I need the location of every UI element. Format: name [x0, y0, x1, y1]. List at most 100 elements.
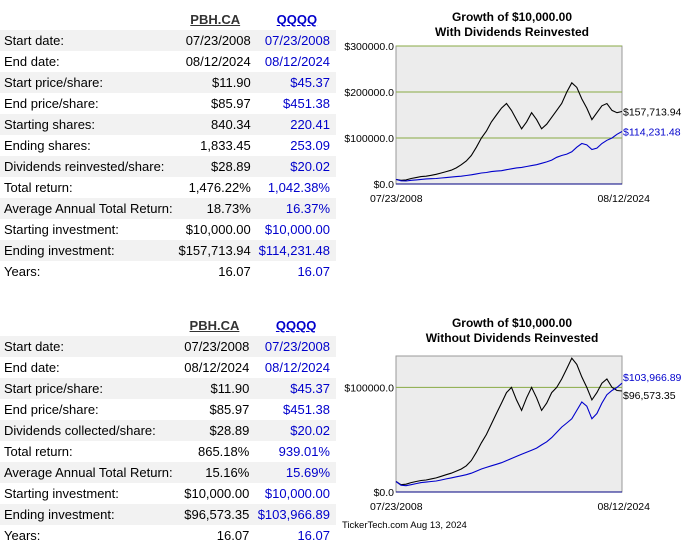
chart-subtitle: With Dividends Reinvested: [435, 25, 589, 39]
chart-subtitle: Without Dividends Reinvested: [425, 331, 599, 345]
y-tick-label: $300000.0: [344, 41, 394, 53]
plot-area: [395, 45, 623, 185]
pbh-value: $10,000.00: [185, 222, 251, 237]
series-line-pbh: [395, 81, 623, 181]
series-line-pbh: [395, 357, 623, 486]
row-label: Start price/share:: [0, 378, 173, 399]
series-end-label: $157,713.94: [623, 106, 682, 118]
ticker-header-pbh[interactable]: PBH.CA: [190, 11, 241, 27]
x-tick-start: 07/23/2008: [370, 501, 423, 513]
row-label: Start date:: [0, 336, 173, 357]
pbh-value: 840.34: [172, 114, 254, 135]
table-row: Start date: 07/23/2008 07/23/2008: [0, 336, 336, 357]
row-label: Years:: [4, 528, 41, 543]
table-row: Ending shares: 1,833.45 253.09: [0, 135, 336, 156]
table-row: Average Annual Total Return: 18.73% 16.37%: [0, 198, 336, 219]
table-row: Starting shares: 840.34 220.41: [0, 114, 336, 135]
row-label: Start date:: [0, 30, 173, 51]
series-end-label: $96,573.35: [623, 390, 676, 402]
qqqq-value: 253.09: [290, 138, 330, 153]
table-row: End price/share: $85.97 $451.38: [0, 399, 336, 420]
chart-svg: $300000.0 $200000.0 $100000.0 $0.0 $157,713.…: [344, 41, 682, 205]
row-label: Average Annual Total Return:: [0, 198, 173, 219]
row-label: Starting investment:: [4, 222, 119, 237]
qqqq-value: $10,000.00: [264, 486, 330, 501]
row-label: Years:: [4, 264, 41, 279]
ticker-header-qqqq[interactable]: QQQQ: [276, 11, 318, 27]
chart-svg: $100000.0 $0.0 $96,573.35 $103,966.89 07/23/…: [342, 355, 682, 531]
series-line-qqqq: [395, 131, 623, 182]
table-row: Years: 16.07 16.07: [0, 261, 336, 282]
table-row: Starting investment: $10,000.00 $10,000.00: [0, 219, 336, 240]
row-label: Total return:: [4, 180, 73, 195]
comparison-table-reinvested: PBH.CA QQQQ Start date: 07/23/2008 07/23/200…: [0, 8, 336, 282]
x-tick-start: 07/23/2008: [370, 193, 423, 205]
qqqq-value: 16.07: [297, 264, 330, 279]
table-row: Average Annual Total Return: 15.16% 15.69%: [0, 462, 336, 483]
qqqq-value: 15.69%: [252, 462, 336, 483]
pbh-value: $11.90: [172, 72, 254, 93]
pbh-value: 16.07: [216, 528, 250, 543]
y-tick-label: $100000.0: [344, 133, 394, 145]
chart-without-reinvested: Growth of $10,000.00 Without Dividends R…: [336, 316, 688, 536]
y-tick-label: $0.0: [374, 487, 395, 499]
header-spacer: [0, 314, 173, 336]
qqqq-value: 08/12/2024: [264, 54, 330, 69]
plot-area: [395, 355, 623, 493]
pbh-value: 07/23/2008: [172, 336, 253, 357]
table-row: Ending investment: $157,713.94 $114,231.48: [0, 240, 336, 261]
chart-reinvested: Growth of $10,000.00 With Dividends Rein…: [336, 10, 688, 210]
pbh-value: 07/23/2008: [172, 30, 254, 51]
pbh-value: $28.89: [172, 156, 254, 177]
chart-title: Growth of $10,000.00: [451, 316, 573, 330]
table-row: Ending investment: $96,573.35 $103,966.89: [0, 504, 336, 525]
qqqq-value: $114,231.48: [253, 240, 336, 261]
series-line-qqqq: [395, 382, 623, 487]
pbh-value: 1,476.22%: [188, 180, 251, 195]
table-row: Total return: 865.18% 939.01%: [0, 441, 336, 462]
table-row: End date: 08/12/2024 08/12/2024: [0, 357, 336, 378]
pbh-value: $10,000.00: [184, 486, 250, 501]
pbh-value: 16.07: [218, 264, 251, 279]
row-label: Total return:: [4, 444, 73, 459]
pbh-value: $85.97: [209, 402, 250, 417]
qqqq-value: 16.37%: [253, 198, 336, 219]
table-row: End price/share: $85.97 $451.38: [0, 93, 336, 114]
qqqq-value: $10,000.00: [264, 222, 330, 237]
y-tick-label: $0.0: [374, 179, 395, 191]
pbh-value: $11.90: [172, 378, 253, 399]
table-row: End date: 08/12/2024 08/12/2024: [0, 51, 336, 72]
pbh-value: 15.16%: [172, 462, 253, 483]
row-label: Average Annual Total Return:: [0, 462, 173, 483]
y-tick-label: $100000.0: [344, 382, 394, 394]
pbh-value: 08/12/2024: [184, 360, 250, 375]
qqqq-value: $103,966.89: [252, 504, 336, 525]
qqqq-value: $451.38: [283, 96, 330, 111]
qqqq-value: 08/12/2024: [264, 360, 330, 375]
series-end-label: $103,966.89: [623, 372, 682, 384]
row-label: Start price/share:: [0, 72, 173, 93]
chart-title: Growth of $10,000.00: [451, 10, 573, 24]
y-tick-label: $200000.0: [344, 87, 394, 99]
table-row: Years: 16.07 16.07: [0, 525, 336, 546]
ticker-header-qqqq[interactable]: QQQQ: [275, 317, 317, 333]
qqqq-value: 220.41: [253, 114, 336, 135]
ticker-header-pbh[interactable]: PBH.CA: [189, 317, 240, 333]
qqqq-value: $45.37: [252, 378, 336, 399]
table-row: Starting investment: $10,000.00 $10,000.00: [0, 483, 336, 504]
pbh-value: 18.73%: [172, 198, 254, 219]
row-label: Starting shares:: [0, 114, 173, 135]
row-label: Ending investment:: [0, 504, 173, 525]
pbh-value: $85.97: [211, 96, 251, 111]
comparison-table-collected: PBH.CA QQQQ Start date: 07/23/2008 07/23/200…: [0, 314, 336, 546]
table-row: Start price/share: $11.90 $45.37: [0, 72, 336, 93]
table-row: Start date: 07/23/2008 07/23/2008: [0, 30, 336, 51]
row-label: Ending shares:: [4, 138, 91, 153]
qqqq-value: 07/23/2008: [252, 336, 336, 357]
x-tick-end: 08/12/2024: [597, 501, 650, 513]
qqqq-value: $20.02: [252, 420, 336, 441]
row-label: Dividends collected/share:: [0, 420, 173, 441]
row-label: Dividends reinvested/share:: [0, 156, 173, 177]
pbh-value: 08/12/2024: [185, 54, 251, 69]
chart-credit[interactable]: TickerTech.com Aug 13, 2024: [342, 520, 467, 531]
